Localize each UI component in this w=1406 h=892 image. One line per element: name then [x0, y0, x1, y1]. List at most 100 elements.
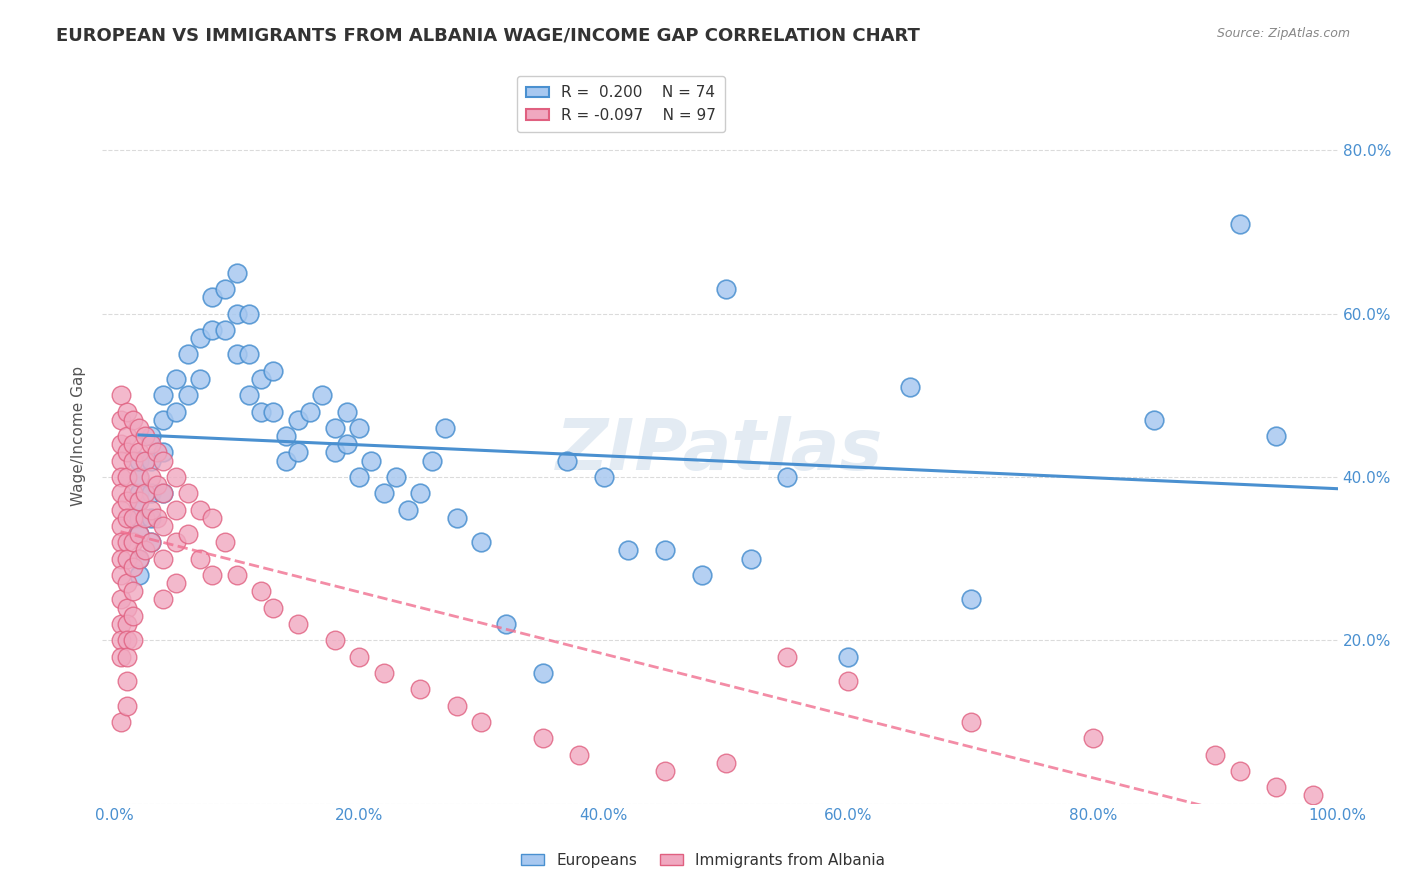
Text: EUROPEAN VS IMMIGRANTS FROM ALBANIA WAGE/INCOME GAP CORRELATION CHART: EUROPEAN VS IMMIGRANTS FROM ALBANIA WAGE…: [56, 27, 920, 45]
Point: [128, 568, 150, 582]
Text: Source: ZipAtlas.com: Source: ZipAtlas.com: [1216, 27, 1350, 40]
Point: [110, 568, 132, 582]
Point: [776, 470, 799, 484]
Point: [470, 535, 492, 549]
Point: [287, 413, 309, 427]
Point: [121, 486, 143, 500]
Point: [165, 404, 187, 418]
Point: [250, 584, 273, 599]
Point: [115, 404, 138, 418]
Point: [115, 633, 138, 648]
Point: [776, 649, 799, 664]
Point: [110, 519, 132, 533]
Point: [115, 494, 138, 508]
Point: [188, 551, 211, 566]
Point: [238, 347, 260, 361]
Text: ZIPatlas: ZIPatlas: [557, 417, 883, 485]
Point: [146, 445, 169, 459]
Point: [134, 543, 156, 558]
Point: [250, 372, 273, 386]
Point: [177, 527, 200, 541]
Point: [654, 764, 676, 778]
Point: [110, 633, 132, 648]
Point: [201, 323, 224, 337]
Point: [128, 494, 150, 508]
Point: [128, 453, 150, 467]
Point: [152, 519, 174, 533]
Point: [250, 404, 273, 418]
Point: [373, 665, 395, 680]
Point: [568, 747, 591, 762]
Point: [225, 568, 247, 582]
Point: [238, 388, 260, 402]
Point: [299, 404, 322, 418]
Point: [347, 421, 370, 435]
Point: [238, 307, 260, 321]
Point: [1229, 217, 1251, 231]
Point: [128, 527, 150, 541]
Point: [690, 568, 713, 582]
Point: [121, 584, 143, 599]
Point: [152, 453, 174, 467]
Point: [262, 404, 284, 418]
Point: [128, 421, 150, 435]
Point: [495, 616, 517, 631]
Point: [959, 714, 981, 729]
Point: [134, 510, 156, 524]
Point: [110, 714, 132, 729]
Point: [152, 486, 174, 500]
Point: [110, 535, 132, 549]
Point: [446, 698, 468, 713]
Point: [177, 347, 200, 361]
Point: [115, 445, 138, 459]
Point: [311, 388, 333, 402]
Point: [110, 437, 132, 451]
Point: [555, 453, 578, 467]
Point: [115, 698, 138, 713]
Point: [121, 633, 143, 648]
Point: [740, 551, 762, 566]
Point: [110, 616, 132, 631]
Point: [262, 364, 284, 378]
Point: [139, 437, 162, 451]
Point: [152, 413, 174, 427]
Point: [139, 535, 162, 549]
Point: [409, 682, 432, 697]
Point: [121, 608, 143, 623]
Point: [188, 502, 211, 516]
Point: [115, 600, 138, 615]
Point: [201, 290, 224, 304]
Point: [177, 486, 200, 500]
Point: [384, 470, 406, 484]
Point: [347, 470, 370, 484]
Point: [422, 453, 444, 467]
Legend: Europeans, Immigrants from Albania: Europeans, Immigrants from Albania: [513, 845, 893, 875]
Point: [214, 323, 236, 337]
Y-axis label: Wage/Income Gap: Wage/Income Gap: [72, 366, 86, 506]
Point: [115, 470, 138, 484]
Point: [121, 413, 143, 427]
Point: [110, 453, 132, 467]
Point: [1302, 789, 1324, 803]
Point: [837, 649, 859, 664]
Point: [409, 486, 432, 500]
Point: [121, 559, 143, 574]
Point: [201, 568, 224, 582]
Point: [225, 347, 247, 361]
Point: [165, 372, 187, 386]
Point: [714, 282, 737, 296]
Point: [323, 421, 346, 435]
Point: [115, 576, 138, 591]
Point: [323, 445, 346, 459]
Point: [287, 616, 309, 631]
Point: [128, 470, 150, 484]
Point: [531, 731, 554, 746]
Point: [433, 421, 456, 435]
Point: [139, 535, 162, 549]
Point: [347, 649, 370, 664]
Point: [165, 535, 187, 549]
Point: [898, 380, 921, 394]
Point: [128, 486, 150, 500]
Point: [165, 470, 187, 484]
Point: [152, 551, 174, 566]
